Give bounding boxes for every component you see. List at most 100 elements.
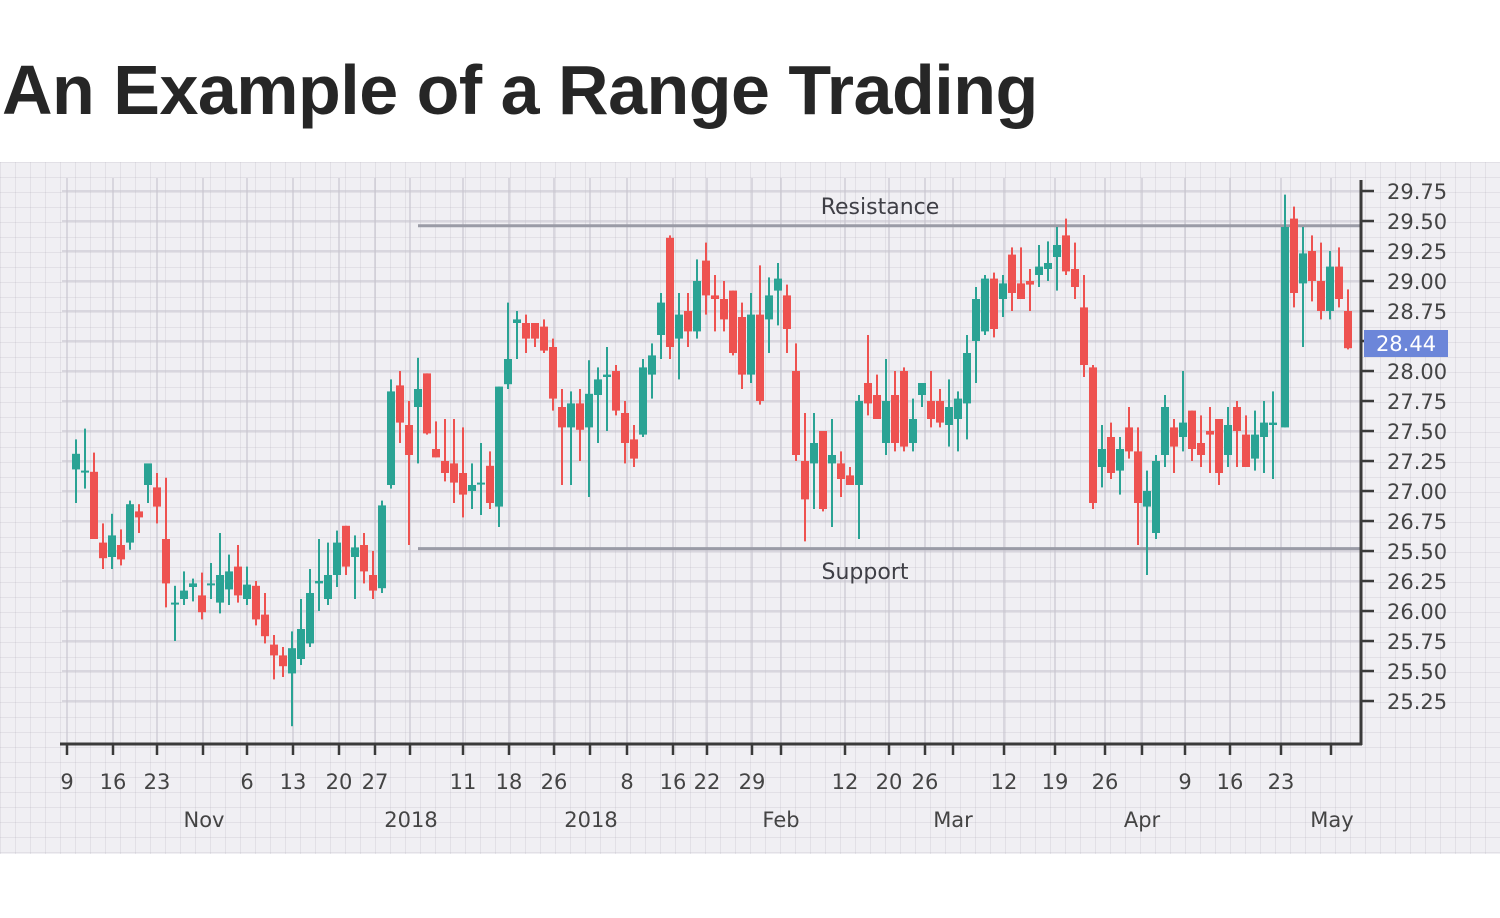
support-resistance-lines	[418, 224, 1360, 551]
candle	[1044, 241, 1052, 281]
candle	[450, 419, 458, 503]
candle	[315, 539, 323, 611]
candle	[495, 386, 503, 527]
x-tick-label: 11	[450, 770, 477, 794]
candle	[1134, 427, 1142, 545]
candle	[252, 581, 260, 626]
candle	[1269, 391, 1277, 479]
candle	[909, 398, 917, 452]
candle	[441, 419, 449, 482]
candle	[981, 275, 989, 335]
x-tick-label: 23	[144, 770, 171, 794]
y-tick-label: 29.25	[1387, 240, 1447, 264]
y-tick-label: 28.00	[1387, 360, 1447, 384]
candle	[1335, 247, 1343, 308]
x-month-label: Apr	[1124, 808, 1161, 832]
candle	[1215, 419, 1223, 485]
candle	[549, 338, 557, 411]
y-tick-label: 28.75	[1387, 300, 1447, 324]
candle	[684, 293, 692, 347]
x-tick-label: 20	[876, 770, 903, 794]
candle	[819, 431, 827, 512]
candle	[1299, 227, 1307, 347]
candle	[477, 443, 485, 515]
candle	[666, 235, 674, 359]
candle	[243, 566, 251, 605]
candle	[918, 383, 926, 407]
candle	[342, 525, 350, 575]
candle	[576, 389, 584, 461]
x-tick-label: 26	[912, 770, 939, 794]
candle	[513, 311, 521, 359]
x-tick-label: 8	[620, 770, 633, 794]
candle	[585, 360, 593, 497]
candle	[1035, 245, 1043, 287]
candle	[1290, 206, 1298, 308]
x-tick-label: 26	[1092, 770, 1119, 794]
x-tick-label: 23	[1268, 770, 1295, 794]
candle	[297, 599, 305, 665]
candle	[1206, 407, 1214, 473]
candle	[648, 343, 656, 399]
x-tick-label: 9	[1178, 770, 1191, 794]
x-tick-label: 9	[60, 770, 73, 794]
x-month-label: Nov	[184, 808, 225, 832]
x-tick-label: 20	[326, 770, 353, 794]
candle	[144, 463, 152, 503]
candle	[1233, 401, 1241, 467]
candle	[72, 439, 80, 503]
candle	[387, 379, 395, 489]
candle	[225, 554, 233, 605]
candle	[432, 421, 440, 458]
y-tick-label: 25.25	[1387, 690, 1447, 714]
candle	[828, 419, 836, 527]
candle	[1179, 371, 1187, 452]
y-tick-label: 27.00	[1387, 480, 1447, 504]
candle	[1308, 235, 1316, 302]
candle	[207, 563, 215, 599]
candle	[1260, 401, 1268, 473]
y-tick-label: 26.00	[1387, 600, 1447, 624]
candle	[756, 265, 764, 405]
candle	[261, 593, 269, 644]
candle	[810, 413, 818, 509]
candle	[1161, 395, 1169, 467]
candle	[90, 452, 98, 539]
candle	[333, 530, 341, 587]
x-month-label: May	[1310, 808, 1353, 832]
candle	[423, 373, 431, 435]
candle	[180, 571, 188, 605]
candle	[729, 290, 737, 356]
candle	[108, 513, 116, 569]
candle	[1344, 289, 1352, 350]
x-tick-label: 29	[739, 770, 766, 794]
x-tick-label: 27	[362, 770, 389, 794]
x-month-label: 2018	[564, 808, 617, 832]
candle	[324, 542, 332, 605]
candle	[1197, 415, 1205, 467]
candle	[117, 529, 125, 566]
candle	[900, 367, 908, 452]
candle	[162, 477, 170, 608]
candle	[639, 359, 647, 437]
candle	[1098, 425, 1106, 488]
candle	[198, 572, 206, 620]
candle	[1317, 242, 1325, 320]
candle	[468, 463, 476, 509]
y-tick-label: 26.75	[1387, 510, 1447, 534]
candle	[846, 467, 854, 485]
candle	[1026, 269, 1034, 311]
x-tick-label: 26	[541, 770, 568, 794]
candle	[864, 335, 872, 416]
support-label: Support	[822, 560, 909, 585]
resistance-label: Resistance	[821, 195, 940, 220]
x-month-label: Feb	[762, 808, 799, 832]
candle	[630, 425, 638, 467]
x-month-label: Mar	[933, 808, 973, 832]
candle	[1053, 227, 1061, 291]
candle	[135, 504, 143, 533]
candle	[972, 287, 980, 383]
candle	[531, 323, 539, 347]
candle	[540, 319, 548, 353]
candle	[81, 428, 89, 489]
